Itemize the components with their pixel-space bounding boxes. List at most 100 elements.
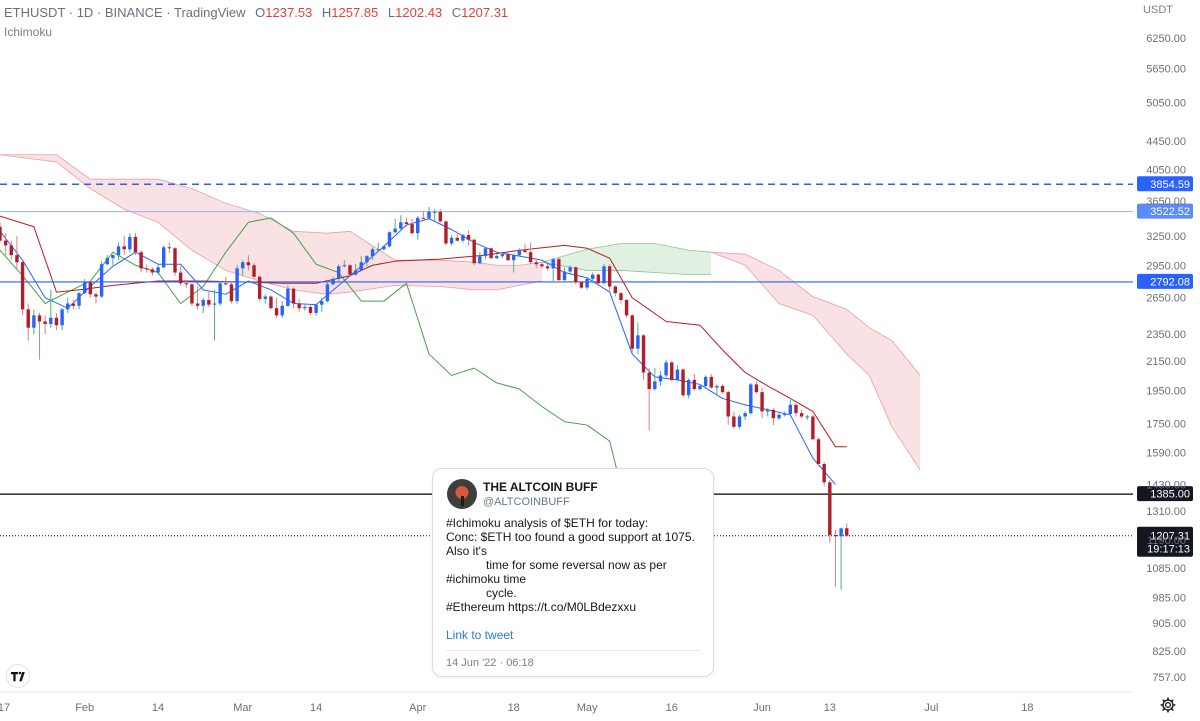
- candle[interactable]: [376, 242, 380, 252]
- candle[interactable]: [540, 263, 544, 269]
- candle[interactable]: [760, 387, 764, 419]
- candle[interactable]: [613, 285, 618, 297]
- candle[interactable]: [399, 215, 403, 230]
- candle[interactable]: [9, 240, 13, 261]
- candle[interactable]: [218, 281, 222, 306]
- candle[interactable]: [816, 437, 821, 466]
- candle[interactable]: [173, 247, 177, 276]
- candle[interactable]: [26, 303, 30, 341]
- candle[interactable]: [286, 285, 290, 308]
- candle[interactable]: [32, 309, 36, 335]
- candle[interactable]: [811, 414, 815, 440]
- candle[interactable]: [630, 314, 634, 353]
- candle[interactable]: [314, 303, 318, 316]
- candle[interactable]: [77, 292, 81, 310]
- candle[interactable]: [585, 276, 589, 290]
- candle[interactable]: [478, 252, 482, 265]
- candle[interactable]: [337, 264, 341, 282]
- candle[interactable]: [88, 281, 93, 298]
- candle[interactable]: [777, 413, 781, 420]
- candle[interactable]: [71, 300, 76, 310]
- tweet-link[interactable]: Link to tweet: [446, 628, 514, 642]
- candle[interactable]: [794, 403, 798, 417]
- candle[interactable]: [303, 303, 307, 311]
- candle[interactable]: [325, 281, 330, 303]
- candle[interactable]: [591, 272, 595, 284]
- candle[interactable]: [607, 264, 612, 293]
- candle[interactable]: [534, 258, 538, 269]
- tweet-author-handle[interactable]: @ALTCOINBUFF: [483, 496, 570, 508]
- candle[interactable]: [257, 275, 262, 302]
- candle[interactable]: [709, 373, 713, 390]
- candle[interactable]: [82, 278, 87, 295]
- candle[interactable]: [720, 384, 725, 394]
- candle[interactable]: [382, 245, 386, 251]
- candle[interactable]: [664, 359, 668, 377]
- candle[interactable]: [116, 242, 121, 261]
- candle[interactable]: [331, 276, 335, 286]
- candle[interactable]: [551, 258, 555, 282]
- candle[interactable]: [483, 247, 488, 260]
- candle[interactable]: [0, 222, 2, 243]
- candle[interactable]: [297, 298, 301, 312]
- candle[interactable]: [743, 411, 747, 420]
- candle[interactable]: [500, 253, 505, 259]
- candle[interactable]: [557, 257, 561, 284]
- candle[interactable]: [427, 206, 431, 220]
- settings-gear-icon[interactable]: [1160, 697, 1176, 713]
- candle[interactable]: [404, 217, 409, 227]
- candle[interactable]: [263, 294, 268, 304]
- candle[interactable]: [359, 256, 363, 272]
- candle[interactable]: [545, 264, 550, 271]
- candle[interactable]: [60, 308, 64, 331]
- candle[interactable]: [732, 411, 736, 429]
- candle[interactable]: [833, 530, 838, 587]
- candle[interactable]: [201, 297, 205, 313]
- candle[interactable]: [212, 289, 217, 341]
- candle[interactable]: [438, 209, 443, 223]
- candle[interactable]: [528, 242, 533, 265]
- candle[interactable]: [387, 231, 392, 248]
- candle[interactable]: [455, 231, 459, 242]
- candle[interactable]: [54, 312, 59, 331]
- candle[interactable]: [839, 527, 843, 590]
- candle[interactable]: [421, 210, 426, 219]
- candle[interactable]: [184, 279, 188, 288]
- candle[interactable]: [574, 266, 578, 285]
- candle[interactable]: [619, 292, 623, 304]
- symbol-title[interactable]: ETHUSDT · 1D · BINANCE · TradingView: [4, 5, 246, 20]
- candle[interactable]: [686, 378, 691, 399]
- candle[interactable]: [3, 233, 8, 256]
- candle[interactable]: [150, 267, 155, 276]
- candle[interactable]: [636, 322, 640, 355]
- tweet-author-name[interactable]: THE ALTCOIN BUFF: [483, 480, 598, 494]
- candle[interactable]: [489, 247, 493, 260]
- candle[interactable]: [449, 235, 454, 246]
- candle[interactable]: [20, 259, 25, 316]
- indicator-label[interactable]: Ichimoku: [4, 25, 53, 39]
- tradingview-logo-icon[interactable]: [6, 664, 30, 688]
- candle[interactable]: [670, 361, 674, 382]
- currency-label[interactable]: USDT: [1143, 4, 1173, 16]
- candle[interactable]: [195, 286, 200, 310]
- candle[interactable]: [224, 276, 228, 286]
- candle[interactable]: [156, 264, 160, 275]
- candle[interactable]: [145, 264, 149, 273]
- candle[interactable]: [432, 209, 437, 222]
- candle[interactable]: [94, 292, 98, 304]
- candle[interactable]: [647, 368, 651, 431]
- candle[interactable]: [624, 298, 629, 318]
- candle[interactable]: [782, 411, 787, 417]
- candle[interactable]: [370, 247, 375, 261]
- candle[interactable]: [523, 243, 527, 253]
- candle[interactable]: [472, 238, 476, 266]
- candle[interactable]: [190, 283, 194, 306]
- candle[interactable]: [291, 287, 296, 309]
- candle[interactable]: [342, 260, 347, 268]
- candle[interactable]: [49, 289, 53, 328]
- candle[interactable]: [410, 218, 414, 235]
- candle[interactable]: [353, 264, 358, 276]
- candle[interactable]: [653, 368, 657, 391]
- candle[interactable]: [703, 375, 708, 388]
